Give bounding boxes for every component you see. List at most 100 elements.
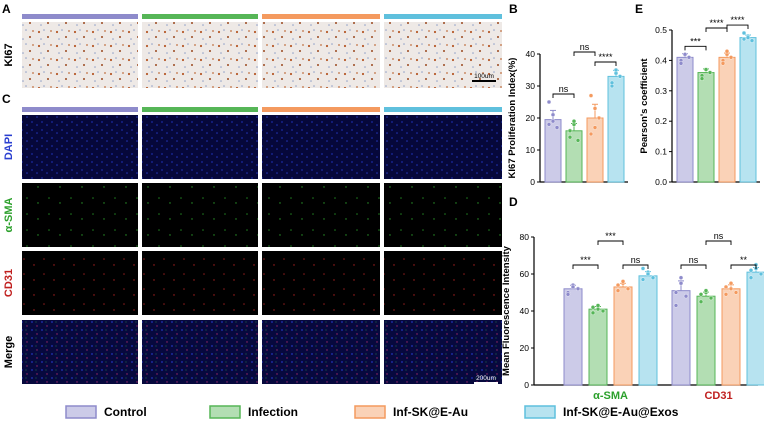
panel-label-b: B	[509, 2, 518, 16]
sig-label-1-0: ns	[689, 255, 699, 265]
sig-label-1: ns	[580, 42, 590, 52]
point-1-2	[707, 70, 713, 75]
sig-bracket-2	[726, 24, 749, 30]
sig-bracket-0	[552, 93, 575, 98]
point-0-4	[550, 118, 556, 124]
bar-1-1	[696, 295, 716, 386]
point-2-2	[728, 55, 734, 60]
fluor-image-2-3	[384, 251, 502, 315]
y-axis-label: KI67 Proliferation Index(%)	[507, 58, 518, 179]
point-0-1-3	[590, 305, 596, 310]
point-1-3-2	[758, 271, 764, 277]
fluor-image-1-0	[22, 183, 138, 247]
ihc-image-exos	[384, 22, 502, 88]
fluor-image-3-2	[262, 320, 380, 384]
sig-bracket-1-2	[730, 264, 757, 269]
fluor-image-2-2	[262, 251, 380, 315]
y-axis-label: Pearson's coefficient	[639, 58, 650, 154]
sig-bracket-1	[705, 27, 728, 32]
y-tick-label: 10	[526, 145, 536, 155]
legend-label-0: Control	[104, 405, 147, 419]
point-2-4	[724, 49, 730, 54]
legend-label-3: Inf-SK@E-Au@Exos	[563, 405, 679, 419]
y-tick-label: 20	[520, 343, 530, 353]
point-0-1-1	[595, 303, 601, 308]
group-bar-control-a	[22, 14, 138, 19]
panel-c-fluorescence: DAPI α-SMA CD31 Merge 200um	[3, 107, 502, 384]
bar-0-3	[638, 275, 658, 386]
point-3-3	[609, 80, 615, 86]
y-tick-label: 30	[526, 81, 536, 91]
bar-0-1	[588, 308, 608, 386]
bar-1-3	[746, 271, 764, 386]
legend-swatch-1	[209, 405, 241, 419]
group-bar-ske-a	[262, 14, 380, 19]
panel-label-d: D	[509, 195, 518, 209]
scale-label-a: 100um	[474, 73, 494, 80]
fluor-image-1-3	[384, 183, 502, 247]
panel-a-histology: KI67 100um	[3, 14, 502, 88]
fluor-row-label-0: DAPI	[3, 134, 15, 160]
legend-swatch-0	[65, 405, 97, 419]
point-1-3	[699, 76, 705, 81]
fluor-row-label-1: α-SMA	[3, 198, 15, 233]
sig-bracket-1	[573, 51, 596, 56]
y-tick-label: 40	[526, 49, 536, 59]
y-tick-label: 40	[520, 306, 530, 316]
legend: Control Infection Inf-SK@E-Au Inf-SK@E-Au@E…	[65, 405, 679, 419]
point-3-4	[613, 67, 619, 73]
point-0-1-0	[590, 310, 596, 316]
legend-swatch-3	[524, 405, 556, 419]
y-tick-label: 0.0	[655, 177, 667, 187]
y-tick-label: 0.3	[655, 86, 667, 96]
sig-label-0-1: ***	[605, 231, 616, 241]
point-1-2-2	[733, 290, 739, 295]
point-0-3-3	[640, 266, 646, 271]
point-1-1-2	[708, 295, 714, 301]
legend-swatch-2	[354, 405, 386, 419]
sig-label-1-2: **	[740, 255, 748, 265]
point-0-0	[546, 122, 552, 127]
chart-e: 0.0 0.1 0.2 0.3 0.4 0.5 Pearson's coefficient *…	[639, 15, 760, 187]
sig-label-0-0: ***	[580, 255, 591, 265]
point-1-1-4	[703, 288, 709, 293]
point-3-4	[745, 35, 751, 40]
point-1-3-3	[748, 268, 754, 273]
group-label-0: α-SMA	[593, 390, 628, 402]
y-tick-label: 0	[524, 380, 529, 390]
group-bar-control-c	[22, 107, 138, 112]
point-1-4	[571, 118, 577, 124]
bar-0	[676, 56, 694, 183]
group-bar-ske-c	[262, 107, 380, 112]
sig-bracket-1-0	[680, 264, 707, 269]
sig-bracket-0-1	[597, 240, 624, 245]
point-1-2-1	[728, 281, 734, 286]
y-tick-label: 0.5	[655, 25, 667, 35]
legend-label-1: Infection	[248, 405, 298, 419]
bar-3	[739, 37, 757, 183]
chart-b: 0 10 20 30 40 KI67 Proliferation Index(%) ns ns…	[507, 42, 628, 187]
point-1-0-3	[673, 290, 679, 295]
fluor-image-2-0	[22, 251, 138, 315]
point-3-2	[749, 38, 755, 43]
sig-label-0-2: ns	[631, 255, 641, 265]
sig-label-1-1: ns	[714, 231, 724, 241]
panel-label-e: E	[635, 2, 643, 16]
y-tick-label: 0	[530, 177, 535, 187]
point-1-4	[703, 67, 709, 72]
fluor-image-3-1	[142, 320, 258, 384]
sig-bracket-1-1	[705, 240, 732, 245]
point-3-3	[741, 30, 747, 36]
sig-label-1: ****	[709, 18, 724, 28]
fluor-image-0-3	[384, 115, 502, 179]
point-1-0-1	[678, 281, 684, 286]
ki67-row-label: KI67	[3, 43, 15, 66]
point-2-3	[588, 93, 594, 98]
point-1-0-4	[678, 275, 684, 280]
panel-label-a: A	[2, 2, 11, 16]
fluor-image-2-1	[142, 251, 258, 315]
point-3-0	[741, 36, 747, 42]
point-2-4	[592, 125, 598, 130]
point-1-2-4	[728, 286, 734, 291]
